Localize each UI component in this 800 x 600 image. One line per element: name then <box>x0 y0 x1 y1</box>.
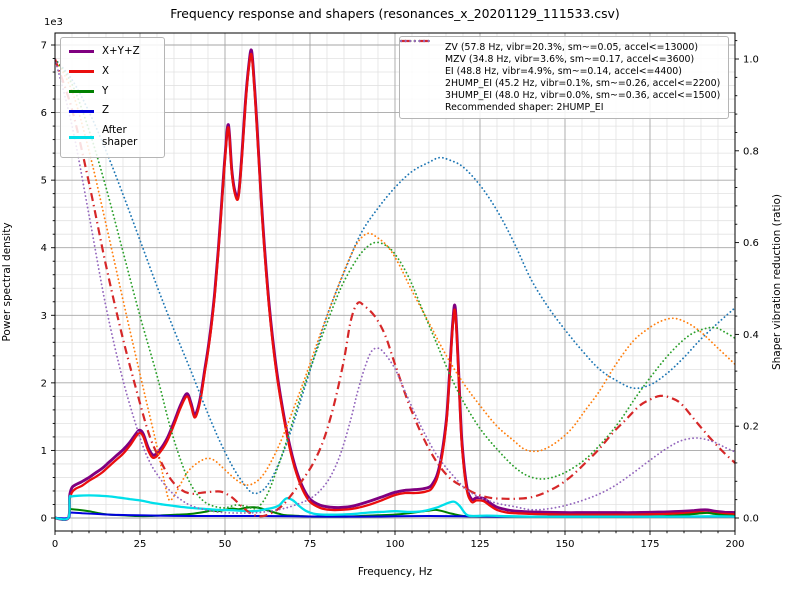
legend-item-3hump-ei: 3HUMP_EI (48.0 Hz, vibr=0.0%, sm~=0.36, … <box>400 39 721 101</box>
legend-item-ei: EI (48.8 Hz, vibr=4.9%, sm~=0.14, accel<… <box>400 39 720 77</box>
legend-item-y: Y <box>69 84 154 98</box>
svg-text:125: 125 <box>470 539 489 550</box>
legend-label: EI (48.8 Hz, vibr=4.9%, sm~=0.14, accel<… <box>445 66 682 77</box>
legend-item-z: Z <box>69 105 154 117</box>
svg-text:0.4: 0.4 <box>743 330 759 341</box>
series-ei <box>55 58 735 510</box>
svg-text:0.0: 0.0 <box>743 514 759 525</box>
ei-line-swatch <box>400 39 438 76</box>
3hump-ei-line-swatch <box>400 39 438 100</box>
legend-label: Z <box>102 104 110 117</box>
y-axis-offset-text: 1e3 <box>44 17 63 28</box>
legend-label: MZV (34.8 Hz, vibr=3.6%, sm~=0.17, accel… <box>445 54 695 65</box>
svg-text:200: 200 <box>725 539 744 550</box>
legend-label: 2HUMP_EI (45.2 Hz, vibr=0.1%, sm~=0.26, … <box>445 78 721 89</box>
x-axis-label: Frequency, Hz <box>357 566 433 578</box>
legend-psd: X+Y+Z X Y Z After shaper <box>60 37 165 158</box>
x-line-swatch <box>69 70 94 74</box>
legend-item-2hump-ei: 2HUMP_EI (45.2 Hz, vibr=0.1%, sm~=0.26, … <box>401 39 721 89</box>
z-line-swatch <box>69 109 94 113</box>
legend-label: X <box>102 64 110 77</box>
legend-label: After shaper <box>102 124 138 149</box>
svg-text:1.0: 1.0 <box>743 55 759 66</box>
y-axis-label-left: Power spectral density <box>1 222 13 342</box>
svg-text:50: 50 <box>219 539 232 550</box>
legend-item-zv: ZV (57.8 Hz, vibr=20.3%, sm~=0.05, accel… <box>400 39 720 53</box>
svg-text:7: 7 <box>41 41 47 52</box>
legend-item-x: X <box>69 64 154 78</box>
legend-item-after-shaper: After shaper <box>69 124 154 149</box>
svg-text:175: 175 <box>640 539 659 550</box>
chart-title: Frequency response and shapers (resonanc… <box>170 6 620 21</box>
recommended-shaper-note-row: Recommended shaper: 2HUMP_EI <box>408 102 720 113</box>
svg-text:0.2: 0.2 <box>743 422 759 433</box>
series-after-shaper <box>55 494 735 521</box>
legend-shapers: ZV (57.8 Hz, vibr=20.3%, sm~=0.05, accel… <box>399 36 730 119</box>
svg-text:6: 6 <box>41 108 47 119</box>
svg-text:1: 1 <box>41 446 47 457</box>
svg-text:0: 0 <box>41 514 47 525</box>
svg-text:5: 5 <box>41 176 47 187</box>
svg-text:3: 3 <box>41 311 47 322</box>
legend-label: X+Y+Z <box>102 45 140 57</box>
recommended-shaper-note: Recommended shaper: 2HUMP_EI <box>445 102 604 113</box>
svg-text:75: 75 <box>304 539 317 550</box>
svg-text:0.6: 0.6 <box>743 238 759 249</box>
y-axis-label-right: Shaper vibration reduction (ratio) <box>771 193 783 371</box>
legend-label: Y <box>102 84 109 97</box>
series-2hump-ei <box>55 58 735 518</box>
legend-item-mzv: MZV (34.8 Hz, vibr=3.6%, sm~=0.17, accel… <box>400 39 720 65</box>
legend-label: 3HUMP_EI (48.0 Hz, vibr=0.0%, sm~=0.36, … <box>445 90 721 101</box>
mzv-line-swatch <box>400 39 438 64</box>
legend-label: ZV (57.8 Hz, vibr=20.3%, sm~=0.05, accel… <box>445 42 698 53</box>
svg-text:0.8: 0.8 <box>743 146 759 157</box>
series-x <box>55 52 735 521</box>
svg-text:100: 100 <box>385 539 404 550</box>
legend-item-xyz: X+Y+Z <box>69 45 154 58</box>
xyz-line-swatch <box>69 50 94 54</box>
svg-text:150: 150 <box>555 539 574 550</box>
series-mzv <box>55 58 735 502</box>
after-shaper-line-swatch <box>69 135 94 139</box>
y-line-swatch <box>69 90 94 94</box>
svg-text:2: 2 <box>41 378 47 389</box>
svg-text:25: 25 <box>134 539 147 550</box>
2hump-ei-line-swatch <box>401 39 438 88</box>
svg-text:0: 0 <box>52 539 58 550</box>
svg-text:4: 4 <box>41 243 47 254</box>
